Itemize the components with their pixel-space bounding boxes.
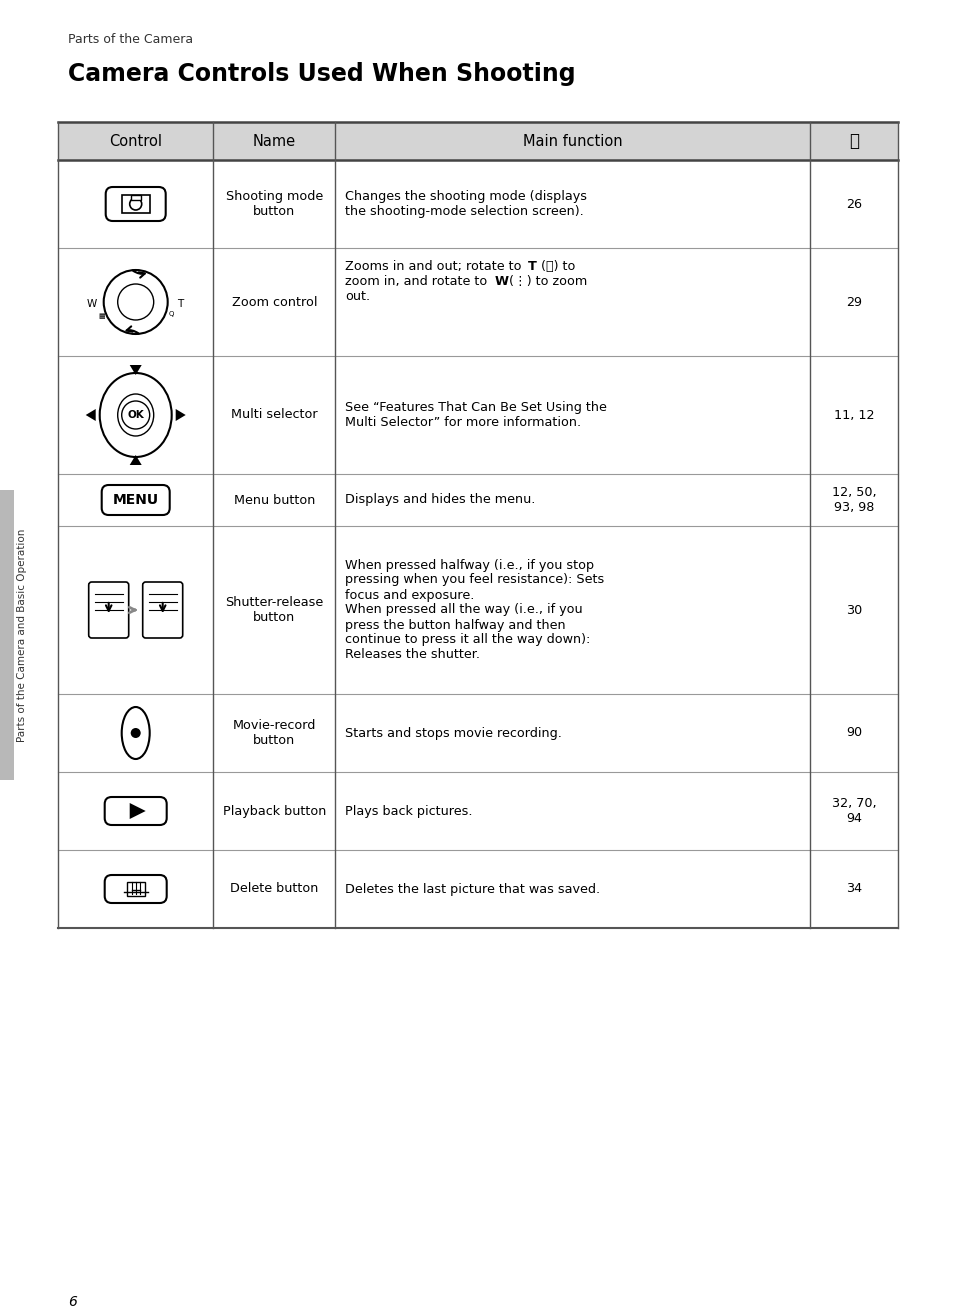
Text: Multi selector: Multi selector: [231, 409, 317, 422]
Text: 26: 26: [845, 197, 861, 210]
Circle shape: [130, 198, 142, 210]
Text: Camera Controls Used When Shooting: Camera Controls Used When Shooting: [68, 62, 575, 85]
Text: Displays and hides the menu.: Displays and hides the menu.: [345, 494, 535, 506]
Polygon shape: [130, 803, 146, 819]
Polygon shape: [130, 365, 142, 374]
Text: 29: 29: [845, 296, 861, 309]
Text: W: W: [494, 275, 508, 288]
Text: 12, 50,
93, 98: 12, 50, 93, 98: [831, 486, 875, 514]
Bar: [122, 194, 150, 213]
Text: See “Features That Can Be Set Using the
Multi Selector” for more information.: See “Features That Can Be Set Using the …: [345, 401, 606, 428]
Text: Zooms in and out; rotate to: Zooms in and out; rotate to: [345, 260, 525, 273]
Text: T: T: [528, 260, 537, 273]
Bar: [0, 490, 14, 781]
Polygon shape: [86, 409, 95, 420]
FancyBboxPatch shape: [106, 187, 166, 221]
Text: Deletes the last picture that was saved.: Deletes the last picture that was saved.: [345, 883, 599, 896]
Text: Control: Control: [109, 134, 162, 148]
FancyBboxPatch shape: [143, 582, 183, 639]
Circle shape: [122, 401, 150, 428]
Text: Playback button: Playback button: [222, 804, 326, 817]
FancyBboxPatch shape: [105, 875, 167, 903]
Text: 6: 6: [68, 1296, 77, 1309]
Text: Name: Name: [253, 134, 295, 148]
Text: Q: Q: [169, 311, 174, 317]
Text: Menu button: Menu button: [233, 494, 314, 506]
Text: T: T: [176, 300, 183, 309]
FancyBboxPatch shape: [102, 485, 170, 515]
Text: 32, 70,
94: 32, 70, 94: [831, 798, 875, 825]
Text: 90: 90: [845, 727, 862, 740]
Text: Delete button: Delete button: [230, 883, 318, 896]
Text: (Ⓣ) to: (Ⓣ) to: [537, 260, 575, 273]
Text: Changes the shooting mode (displays
the shooting-mode selection screen).: Changes the shooting mode (displays the …: [345, 191, 587, 218]
Text: Movie-record
button: Movie-record button: [233, 719, 315, 746]
FancyBboxPatch shape: [105, 798, 167, 825]
Circle shape: [117, 284, 153, 321]
Text: Parts of the Camera and Basic Operation: Parts of the Camera and Basic Operation: [17, 528, 27, 741]
Text: ▦: ▦: [98, 313, 105, 319]
Text: Shooting mode
button: Shooting mode button: [226, 191, 322, 218]
Text: 11, 12: 11, 12: [833, 409, 873, 422]
Bar: [127, 882, 145, 896]
Text: out.: out.: [345, 290, 370, 304]
Text: MENU: MENU: [112, 493, 158, 507]
Text: Zoom control: Zoom control: [232, 296, 316, 309]
Text: W: W: [87, 300, 96, 309]
Bar: [131, 194, 140, 200]
FancyBboxPatch shape: [89, 582, 129, 639]
Text: Shutter-release
button: Shutter-release button: [225, 597, 323, 624]
Polygon shape: [130, 455, 142, 465]
Text: When pressed halfway (i.e., if you stop
pressing when you feel resistance): Sets: When pressed halfway (i.e., if you stop …: [345, 558, 604, 661]
Text: 30: 30: [845, 603, 862, 616]
Ellipse shape: [117, 394, 153, 436]
Text: zoom in, and rotate to: zoom in, and rotate to: [345, 275, 491, 288]
Ellipse shape: [122, 707, 150, 759]
Ellipse shape: [100, 373, 172, 457]
Text: 📖: 📖: [848, 131, 858, 150]
Text: Main function: Main function: [522, 134, 621, 148]
Text: 34: 34: [845, 883, 862, 896]
Circle shape: [131, 728, 140, 738]
Circle shape: [104, 269, 168, 334]
Bar: [58, 122, 897, 160]
Text: (⋮) to zoom: (⋮) to zoom: [505, 275, 587, 288]
Text: OK: OK: [127, 410, 144, 420]
Text: Parts of the Camera: Parts of the Camera: [68, 33, 193, 46]
Polygon shape: [175, 409, 186, 420]
Text: Starts and stops movie recording.: Starts and stops movie recording.: [345, 727, 561, 740]
Text: Plays back pictures.: Plays back pictures.: [345, 804, 472, 817]
